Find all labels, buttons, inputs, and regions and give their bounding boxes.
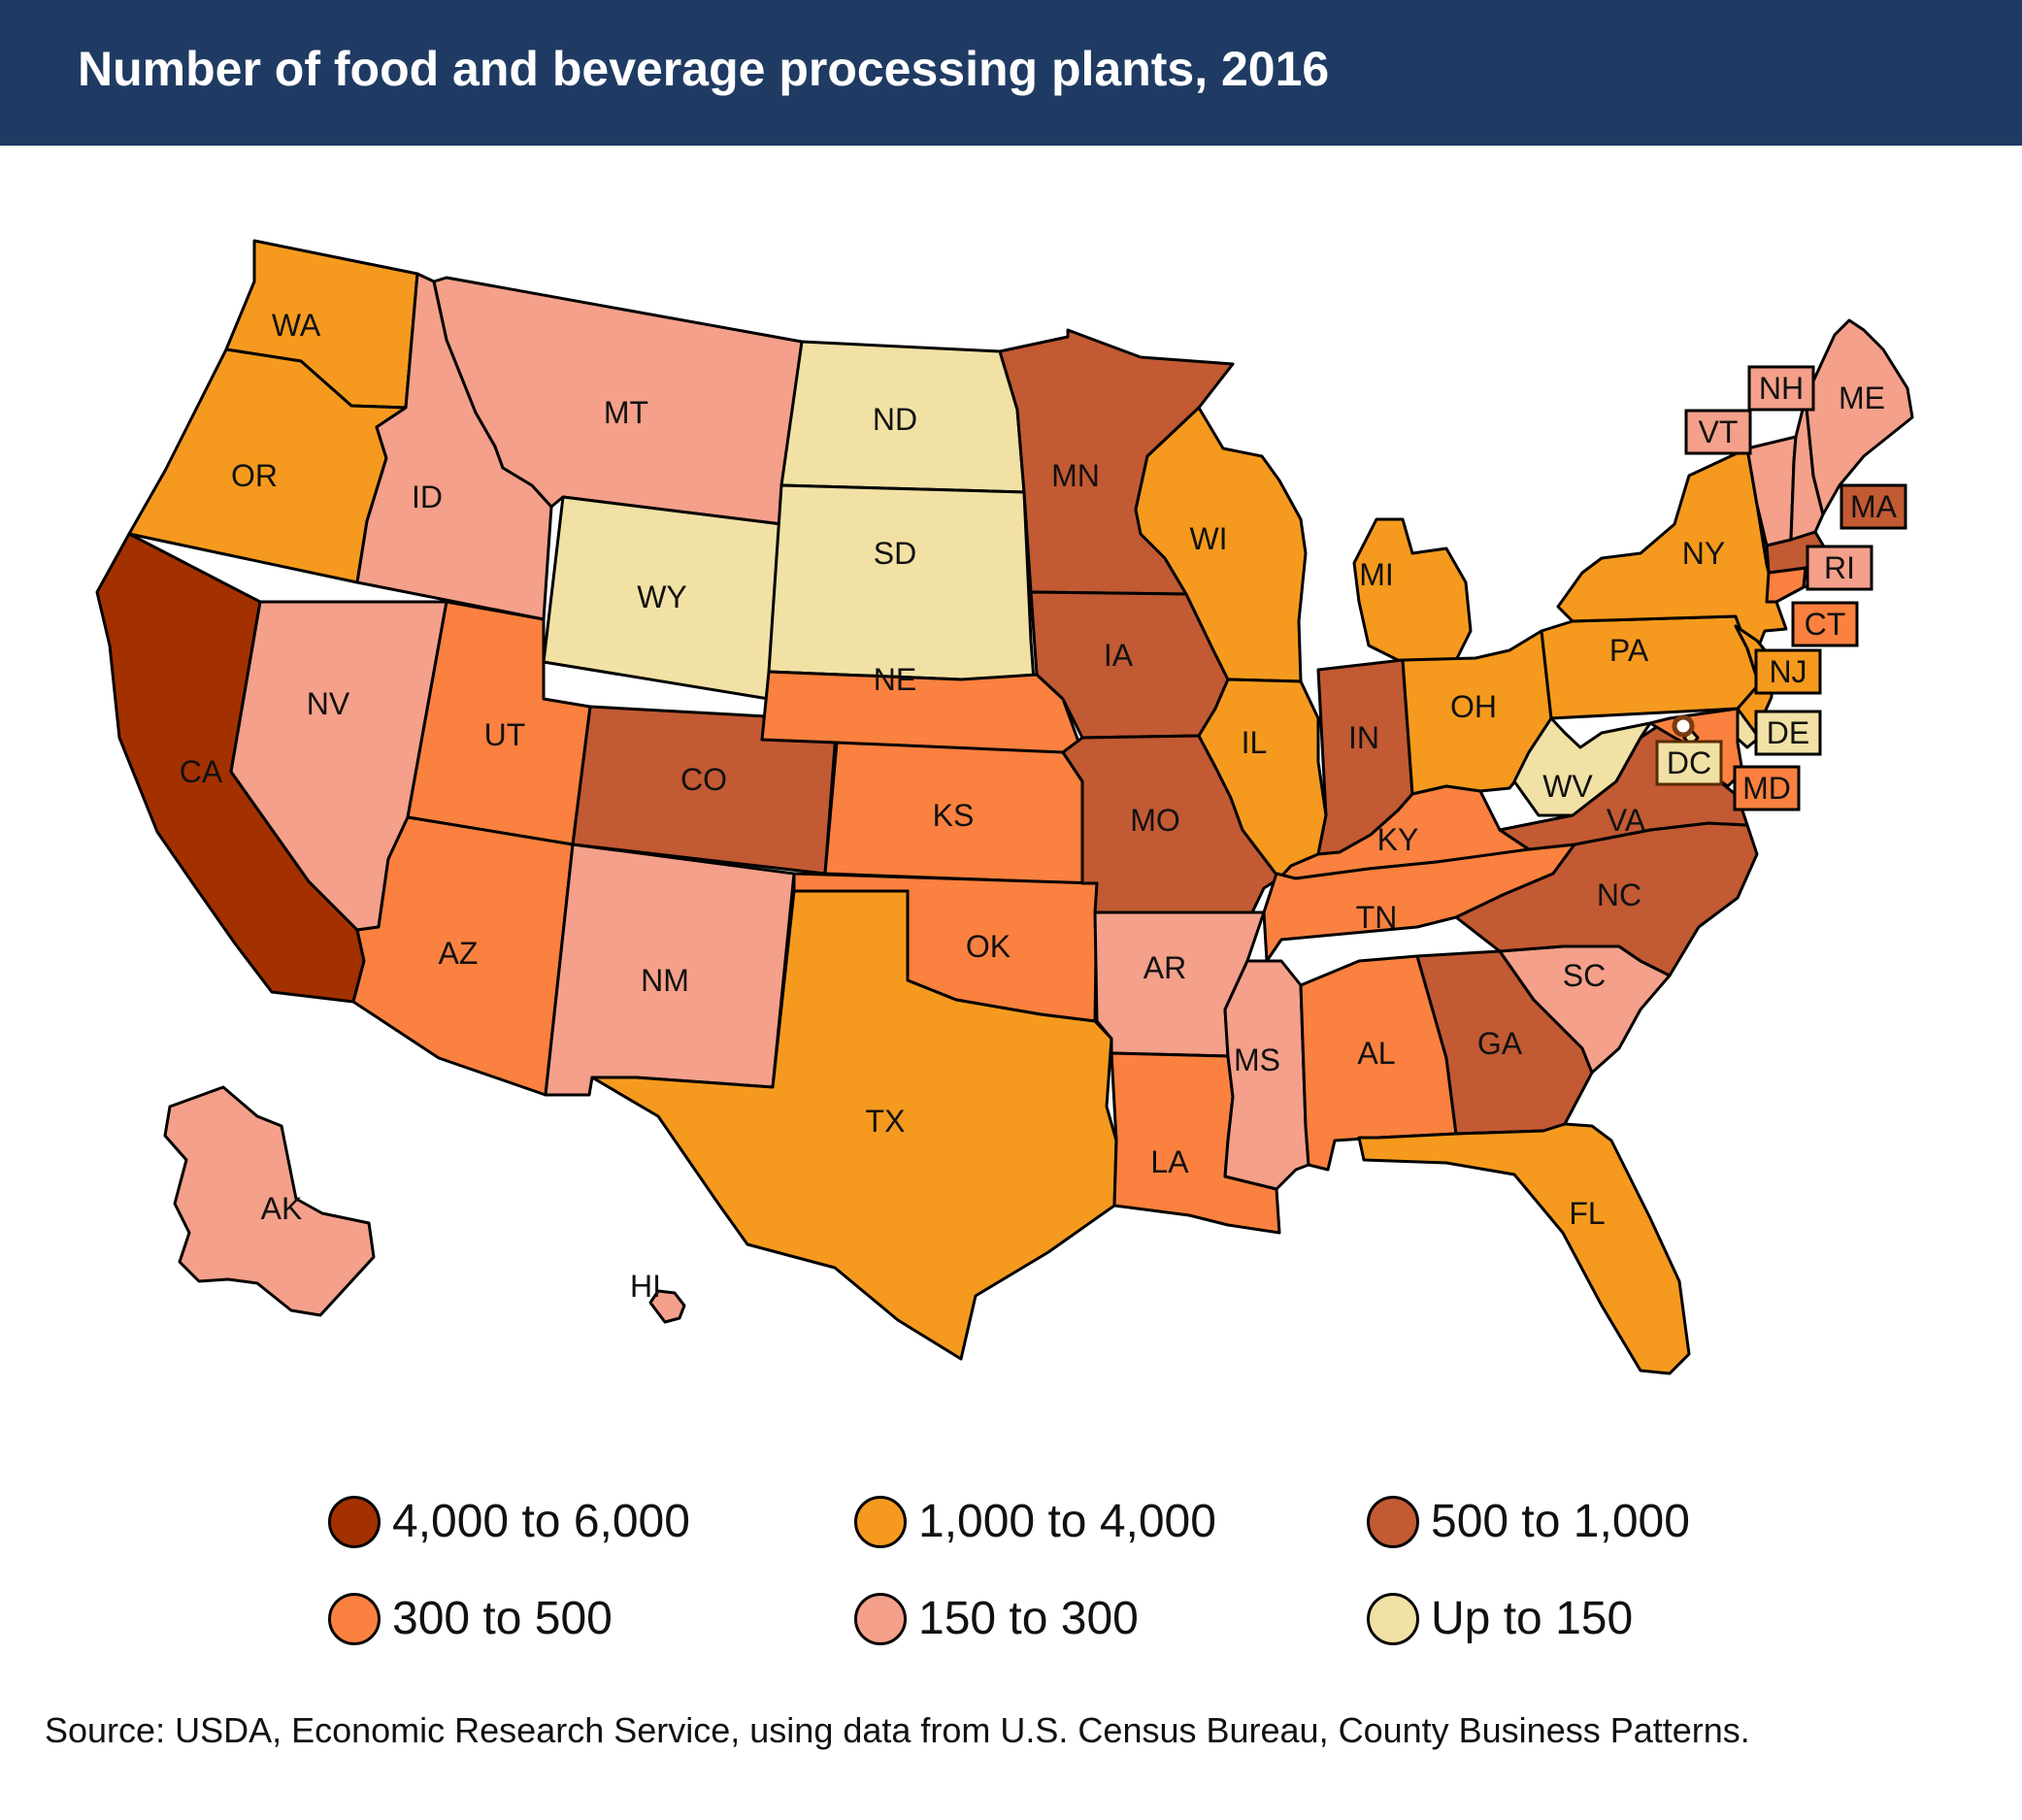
state-label-il: IL — [1242, 725, 1268, 760]
dc-marker — [1672, 714, 1695, 738]
state-ne — [760, 670, 1084, 754]
legend-item: 1,000 to 4,000 — [854, 1495, 1216, 1548]
state-label-mn: MN — [1051, 458, 1100, 493]
state-label-box-vt — [1684, 409, 1752, 455]
state-label-nv: NV — [307, 686, 350, 721]
state-label-ga: GA — [1477, 1026, 1523, 1061]
state-me — [1804, 318, 1914, 516]
state-label-nm: NM — [641, 963, 689, 998]
state-hi — [648, 1289, 686, 1324]
state-label-mt: MT — [604, 395, 648, 430]
state-label-wy: WY — [637, 579, 687, 614]
state-label-nj: NJ — [1769, 654, 1807, 689]
legend-swatch — [1367, 1592, 1419, 1645]
legend-item: Up to 150 — [1367, 1592, 1633, 1645]
state-label-me: ME — [1839, 381, 1885, 415]
state-label-ks: KS — [933, 798, 975, 833]
chart-title: Number of food and beverage processing p… — [78, 42, 1330, 96]
state-label-ky: KY — [1377, 822, 1419, 857]
state-nc — [1454, 821, 1759, 977]
state-label-box-ct — [1791, 601, 1859, 647]
legend-item: 150 to 300 — [854, 1592, 1139, 1645]
legend-label: Up to 150 — [1431, 1593, 1634, 1644]
state-label-wa: WA — [272, 308, 321, 343]
legend-label: 150 to 300 — [918, 1593, 1139, 1644]
state-label-sc: SC — [1563, 958, 1606, 993]
state-label-box-de — [1754, 710, 1822, 756]
state-tx — [590, 889, 1118, 1361]
state-pa — [1540, 614, 1761, 720]
state-label-ar: AR — [1144, 950, 1186, 985]
state-label-ne: NE — [874, 662, 916, 697]
legend-item: 500 to 1,000 — [1367, 1495, 1690, 1548]
state-label-co: CO — [680, 762, 727, 797]
legend-swatch — [328, 1592, 381, 1645]
state-label-box-dc — [1655, 740, 1723, 786]
state-label-ok: OK — [966, 929, 1011, 964]
legend-label: 300 to 500 — [392, 1593, 613, 1644]
legend-swatch — [1367, 1495, 1419, 1548]
state-label-la: LA — [1150, 1144, 1189, 1179]
state-label-ak: AK — [261, 1191, 303, 1226]
state-mt — [432, 276, 804, 526]
state-label-ca: CA — [180, 754, 223, 789]
state-ak — [163, 1085, 376, 1317]
source-note: Source: USDA, Economic Research Service,… — [45, 1710, 1750, 1750]
state-label-md: MD — [1742, 771, 1791, 806]
state-label-al: AL — [1357, 1036, 1395, 1071]
state-label-ut: UT — [484, 717, 526, 752]
state-label-ia: IA — [1104, 638, 1134, 673]
legend-label: 4,000 to 6,000 — [392, 1496, 690, 1547]
state-label-id: ID — [412, 480, 443, 514]
state-label-box-nj — [1754, 648, 1822, 695]
legend-label: 1,000 to 4,000 — [918, 1496, 1216, 1547]
state-label-box-ma — [1840, 483, 1907, 530]
state-label-ct: CT — [1805, 607, 1846, 642]
state-label-ms: MS — [1234, 1042, 1280, 1077]
legend-swatch — [854, 1495, 907, 1548]
legend-label: 500 to 1,000 — [1431, 1496, 1690, 1547]
state-label-ny: NY — [1682, 536, 1725, 571]
state-label-de: DE — [1767, 715, 1809, 750]
state-label-oh: OH — [1450, 689, 1497, 724]
state-fl — [1357, 1122, 1691, 1375]
state-label-nc: NC — [1597, 877, 1641, 912]
state-label-nh: NH — [1759, 371, 1804, 406]
state-label-or: OR — [231, 458, 278, 493]
state-label-wv: WV — [1542, 769, 1593, 804]
legend-item: 300 to 500 — [328, 1592, 613, 1645]
state-wv — [1512, 716, 1652, 817]
state-label-mi: MI — [1359, 557, 1394, 592]
state-label-wi: WI — [1189, 521, 1227, 556]
title-banner: Number of food and beverage processing p… — [0, 0, 2022, 146]
state-label-box-nh — [1747, 365, 1815, 412]
state-label-tn: TN — [1356, 900, 1398, 935]
state-label-hi: HI — [630, 1269, 661, 1304]
legend-swatch — [328, 1495, 381, 1548]
state-label-ri: RI — [1824, 550, 1855, 585]
state-label-az: AZ — [439, 936, 479, 971]
state-label-fl: FL — [1569, 1196, 1605, 1231]
state-label-vt: VT — [1699, 414, 1739, 449]
state-label-pa: PA — [1609, 633, 1649, 668]
state-label-mo: MO — [1130, 803, 1180, 838]
state-label-nd: ND — [873, 402, 917, 437]
state-label-ma: MA — [1850, 489, 1898, 524]
state-label-dc: DC — [1667, 745, 1711, 780]
legend-swatch — [854, 1592, 907, 1645]
state-label-sd: SD — [874, 536, 916, 571]
state-label-box-ri — [1806, 545, 1873, 591]
state-label-box-md — [1733, 765, 1801, 811]
state-wi — [1134, 406, 1308, 683]
state-label-in: IN — [1348, 720, 1379, 755]
state-label-va: VA — [1607, 803, 1646, 838]
legend-item: 4,000 to 6,000 — [328, 1495, 690, 1548]
state-label-tx: TX — [866, 1104, 906, 1139]
